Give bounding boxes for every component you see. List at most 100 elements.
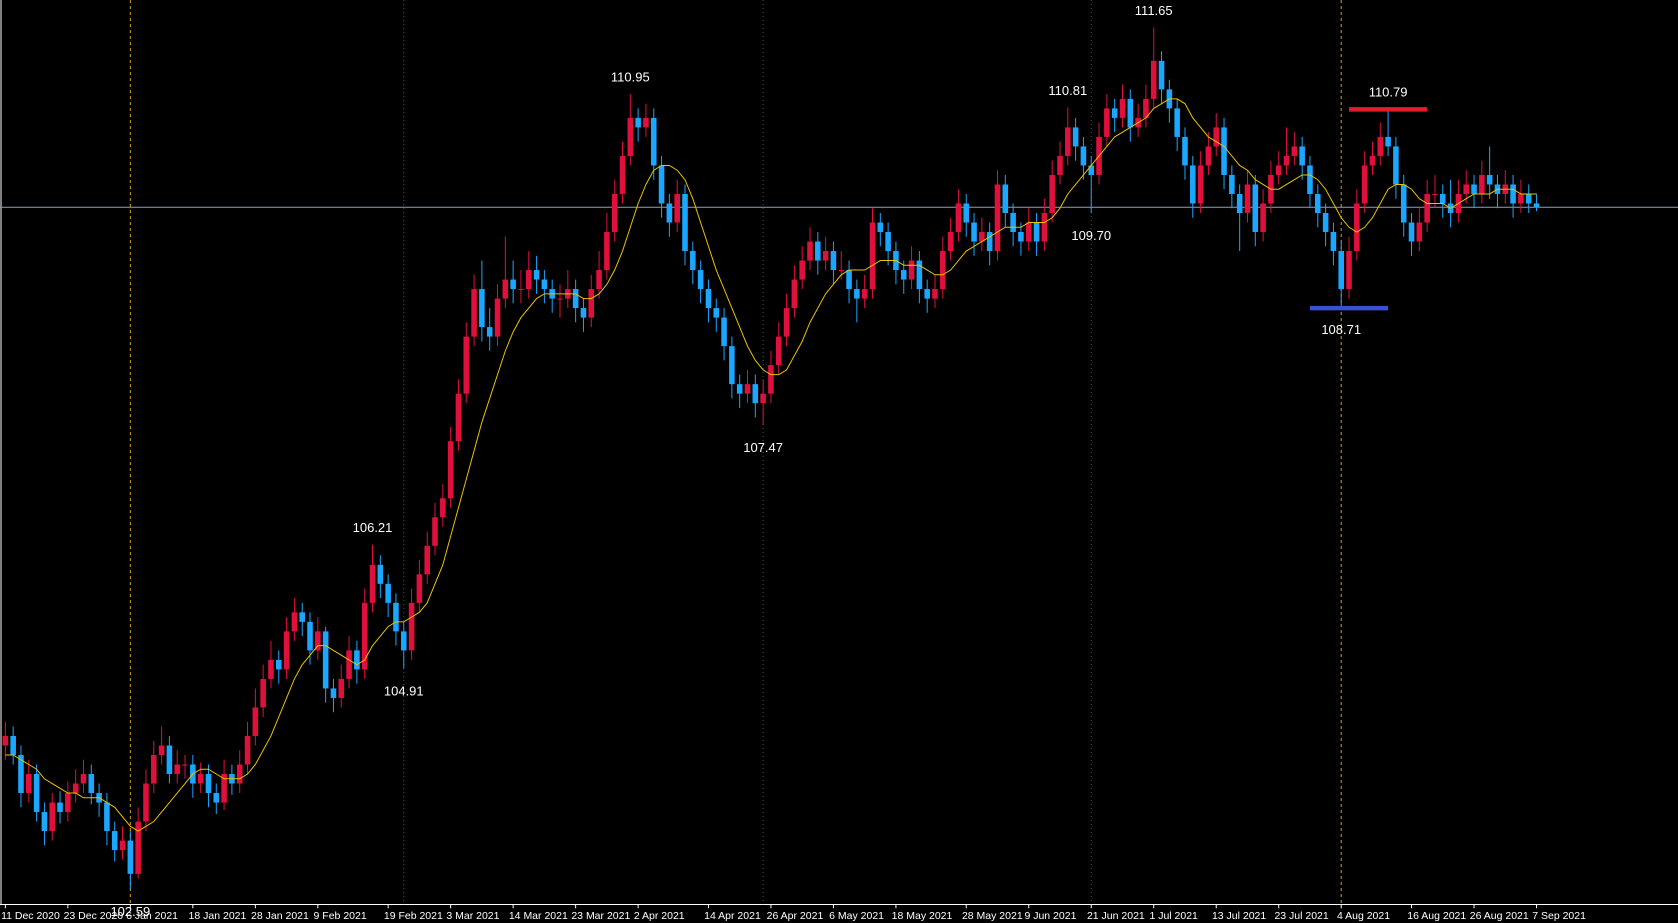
candle-body bbox=[1275, 165, 1282, 175]
time-label: 7 Sep 2021 bbox=[1532, 910, 1586, 922]
candle-body bbox=[338, 678, 345, 698]
price-annotation: 110.81 bbox=[1048, 83, 1087, 98]
candle-body bbox=[1041, 212, 1048, 242]
candle-body bbox=[557, 298, 563, 300]
candle-body bbox=[752, 384, 759, 404]
candle-body bbox=[111, 831, 118, 851]
candle-body bbox=[166, 745, 173, 775]
candle-body bbox=[1315, 193, 1321, 213]
candle-body bbox=[604, 232, 610, 271]
candle-body bbox=[494, 298, 501, 337]
candle-body bbox=[775, 336, 782, 366]
candle-body bbox=[1369, 155, 1376, 166]
candle-body bbox=[244, 735, 251, 765]
candle-body bbox=[119, 840, 126, 851]
candle-body bbox=[307, 621, 313, 651]
candle-body bbox=[1057, 155, 1063, 175]
price-annotation: 111.65 bbox=[1135, 3, 1173, 18]
time-label: 23 Mar 2021 bbox=[571, 910, 630, 922]
candle-body bbox=[869, 222, 876, 290]
candle-body bbox=[1119, 98, 1126, 118]
candle-body bbox=[877, 222, 884, 233]
candle-body bbox=[182, 764, 188, 766]
candle-body bbox=[41, 812, 48, 832]
time-label: 1 Jul 2021 bbox=[1149, 910, 1198, 922]
candle-body bbox=[205, 774, 212, 794]
candle-body bbox=[1307, 165, 1313, 194]
candle-body bbox=[299, 612, 305, 622]
candle-body bbox=[1104, 108, 1110, 137]
candle-body bbox=[260, 678, 266, 708]
candle-body bbox=[1065, 127, 1071, 156]
candle-body bbox=[252, 707, 259, 736]
candle-body bbox=[690, 251, 696, 271]
candle-body bbox=[346, 650, 352, 679]
candle-body bbox=[1525, 193, 1532, 204]
time-label: 19 Feb 2021 bbox=[384, 910, 443, 922]
candle-body bbox=[1486, 174, 1493, 185]
candle-body bbox=[57, 802, 63, 813]
candle-body bbox=[1190, 165, 1196, 204]
candle-body bbox=[1143, 98, 1149, 118]
candle-body bbox=[1252, 184, 1259, 233]
time-label: 13 Jul 2021 bbox=[1212, 910, 1266, 922]
candle-body bbox=[1150, 60, 1157, 99]
candle-body bbox=[1439, 193, 1446, 204]
candle-body bbox=[1260, 203, 1266, 233]
candle-body bbox=[440, 498, 446, 518]
candle-body bbox=[1463, 184, 1469, 194]
candle-body bbox=[455, 393, 462, 442]
candle-body bbox=[135, 821, 141, 874]
candle-body bbox=[1385, 136, 1391, 147]
candle-body bbox=[736, 384, 743, 394]
candle-body bbox=[830, 251, 837, 271]
candle-body bbox=[150, 754, 157, 784]
candle-body bbox=[408, 602, 415, 651]
candle-body bbox=[104, 802, 110, 832]
price-annotation: 110.95 bbox=[611, 70, 650, 85]
candle-body bbox=[26, 774, 32, 794]
time-label: 14 Mar 2021 bbox=[509, 910, 568, 922]
candle-body bbox=[510, 279, 516, 290]
price-annotation: 107.47 bbox=[743, 440, 783, 455]
candle-body bbox=[463, 336, 470, 394]
candle-body bbox=[1291, 146, 1298, 156]
candle-body bbox=[1025, 222, 1032, 242]
candle-body bbox=[1330, 232, 1337, 252]
candle-body bbox=[979, 232, 985, 242]
candle-body bbox=[525, 270, 532, 290]
candle-body bbox=[861, 289, 868, 299]
time-label: 18 Jan 2021 bbox=[189, 910, 247, 922]
time-label: 9 Feb 2021 bbox=[314, 910, 367, 922]
candle-body bbox=[1518, 193, 1524, 204]
candle-body bbox=[674, 193, 680, 223]
candle-body bbox=[416, 574, 423, 603]
candle-body bbox=[729, 346, 735, 385]
candle-body bbox=[1088, 165, 1095, 175]
candle-body bbox=[143, 783, 149, 822]
candle-body bbox=[783, 308, 790, 337]
time-label: 26 Apr 2021 bbox=[767, 910, 824, 922]
candle-body bbox=[10, 735, 16, 755]
candle-body bbox=[479, 289, 485, 328]
candle-body bbox=[33, 774, 40, 813]
time-label: 28 Jan 2021 bbox=[251, 910, 309, 922]
candle-body bbox=[236, 764, 243, 784]
candle-body bbox=[518, 289, 524, 291]
candle-body bbox=[2, 735, 9, 746]
candle-body bbox=[822, 251, 829, 261]
candle-body bbox=[315, 631, 321, 651]
candle-body bbox=[619, 155, 626, 194]
price-annotation: 109.70 bbox=[1071, 228, 1111, 243]
price-annotation: 110.79 bbox=[1369, 85, 1408, 100]
time-label: 9 Jun 2021 bbox=[1024, 910, 1076, 922]
candle-body bbox=[791, 279, 798, 309]
candle-body bbox=[854, 289, 860, 299]
time-label: 16 Aug 2021 bbox=[1407, 910, 1466, 922]
time-label: 6 Jan 2021 bbox=[126, 910, 178, 922]
candle-body bbox=[385, 583, 391, 603]
time-label: 14 Apr 2021 bbox=[704, 910, 761, 922]
candle-body bbox=[471, 289, 477, 337]
